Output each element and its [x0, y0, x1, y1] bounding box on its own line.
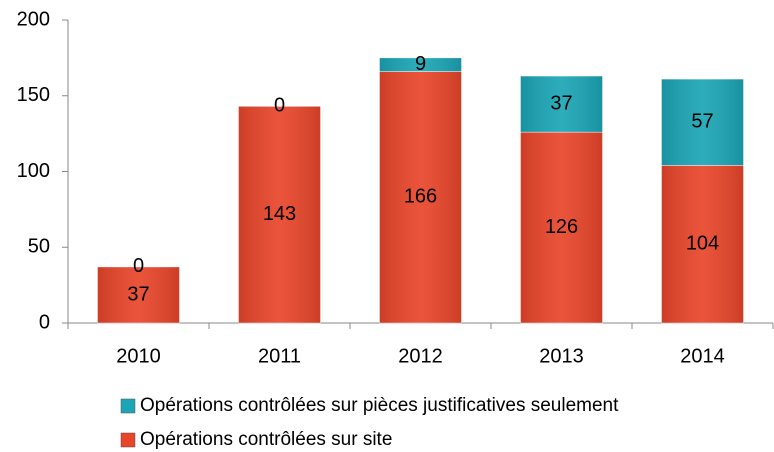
data-label: 0: [274, 95, 285, 117]
bar-shade: [661, 79, 744, 166]
x-tick-label: 2013: [539, 345, 584, 367]
data-label: 37: [550, 92, 572, 114]
x-tick-label: 2010: [116, 345, 161, 367]
x-tick-label: 2011: [258, 345, 301, 367]
y-tick-label: 0: [39, 311, 50, 333]
y-tick-label: 200: [17, 8, 50, 30]
legend-swatch: [120, 432, 136, 448]
data-label: 126: [545, 216, 578, 238]
data-label: 57: [691, 111, 713, 133]
x-tick-label: 2012: [398, 345, 443, 367]
bar-shade: [520, 132, 603, 323]
bar-shade: [238, 106, 321, 323]
data-label: 37: [127, 283, 149, 305]
data-label: 9: [415, 53, 426, 75]
data-label: 166: [404, 186, 437, 208]
data-label: 0: [133, 255, 144, 277]
legend-label: Opérations contrôlées sur site: [140, 429, 392, 450]
bar-shade: [97, 266, 180, 323]
bar-shade: [379, 71, 462, 323]
bar-shade: [661, 165, 744, 323]
legend-swatch: [120, 398, 136, 414]
y-tick-label: 150: [17, 84, 50, 106]
y-tick-label: 100: [17, 160, 50, 182]
y-tick-label: 50: [28, 236, 50, 258]
x-tick-label: 2014: [680, 345, 725, 367]
bar-shade: [520, 76, 603, 133]
legend-label: Opérations contrôlées sur pièces justifi…: [140, 395, 619, 416]
bar-shade: [379, 57, 462, 72]
data-label: 104: [686, 233, 719, 255]
data-label: 143: [263, 203, 296, 225]
